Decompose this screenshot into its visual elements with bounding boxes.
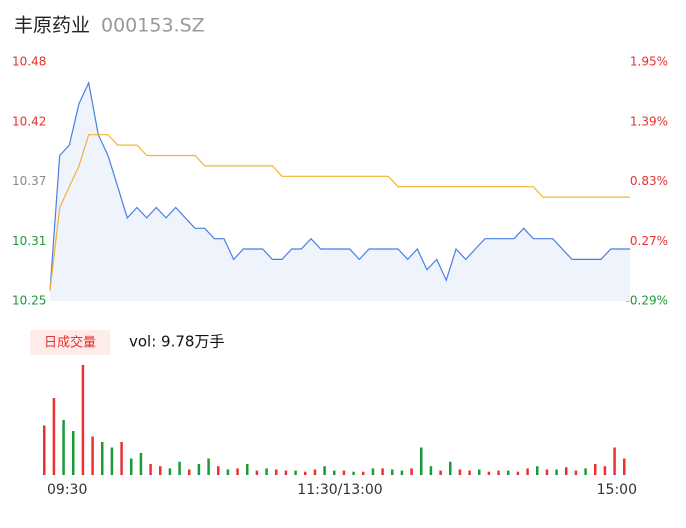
volume-bar [110, 447, 114, 475]
volume-bar [526, 468, 529, 475]
volume-bar [101, 442, 104, 475]
volume-bar [294, 470, 297, 475]
volume-bar [265, 468, 268, 475]
volume-bar [362, 471, 365, 475]
volume-bar [497, 470, 500, 475]
volume-bar [226, 469, 230, 475]
volume-bar [197, 464, 201, 475]
volume-bar [43, 425, 46, 475]
volume-bar [149, 464, 152, 475]
volume-bar [217, 466, 220, 475]
volume-bar [159, 466, 162, 475]
volume-bar [313, 469, 317, 475]
volume-bar [139, 453, 143, 475]
price-area [50, 82, 630, 301]
volume-bar [246, 464, 249, 475]
price-line [49, 80, 630, 291]
y-tick-label: 10.31 [12, 234, 46, 248]
volume-bar [284, 470, 288, 475]
volume-bar [371, 468, 375, 475]
y2-tick-label: 1.39% [630, 114, 668, 128]
volume-bar [507, 470, 510, 475]
volume-bar [516, 471, 520, 475]
volume-bar [342, 470, 346, 475]
volume-bar [458, 469, 462, 475]
volume-bar [420, 447, 423, 475]
volume-bar [178, 461, 181, 475]
volume-bar [439, 470, 442, 475]
volume-bar [91, 436, 94, 475]
volume-bar [275, 469, 278, 475]
volume-bar [381, 468, 384, 475]
volume-bar [81, 365, 85, 475]
volume-bar [468, 470, 471, 475]
volume-bar [555, 469, 558, 475]
stock-name: 丰原药业 [14, 15, 90, 37]
volume-bar [574, 470, 578, 475]
volume-button-bg[interactable] [30, 330, 110, 355]
y-tick-label: 10.37 [12, 174, 46, 188]
y2-tick-label: 1.95% [630, 55, 668, 69]
volume-bar [410, 468, 413, 475]
volume-bar [584, 468, 587, 475]
y2-tick-label: -0.29% [626, 294, 668, 308]
average-line [49, 134, 630, 291]
volume-bar [333, 470, 336, 475]
volume-bar [207, 458, 210, 475]
x-tick-label: 11:30/13:00 [297, 482, 382, 498]
volume-bar [304, 471, 307, 475]
volume-bar [62, 420, 65, 475]
volume-bar [352, 471, 355, 475]
y2-tick-label: 0.27% [630, 234, 668, 248]
volume-bar [130, 458, 133, 475]
volume-button[interactable]: 日成交量 [44, 335, 96, 351]
volume-bar [429, 466, 433, 475]
volume-bar [168, 468, 172, 475]
volume-bar [188, 469, 191, 475]
volume-bar [72, 431, 75, 475]
volume-bar [623, 458, 626, 475]
y-tick-label: 10.42 [12, 114, 46, 128]
volume-bar [120, 442, 123, 475]
y-tick-label: 10.25 [12, 294, 46, 308]
volume-bar [391, 469, 394, 475]
y2-tick-label: 0.83% [630, 174, 668, 188]
volume-bar [255, 470, 259, 475]
x-tick-label: 09:30 [47, 482, 87, 498]
volume-bar [52, 398, 56, 475]
volume-bar [536, 466, 539, 475]
volume-bar [487, 471, 491, 475]
volume-bar [603, 466, 607, 475]
volume-bar [449, 461, 452, 475]
volume-bar [565, 467, 568, 475]
volume-bar [236, 468, 239, 475]
y-tick-label: 10.48 [12, 55, 46, 69]
volume-bar [613, 447, 616, 475]
volume-bar [323, 466, 326, 475]
volume-bar [400, 470, 404, 475]
volume-summary: vol: 9.78万手 [129, 333, 224, 351]
volume-bar [545, 469, 549, 475]
volume-bar [594, 464, 597, 475]
x-tick-label: 15:00 [597, 482, 637, 498]
volume-bar [478, 469, 481, 475]
stock-code: 000153.SZ [101, 15, 205, 37]
